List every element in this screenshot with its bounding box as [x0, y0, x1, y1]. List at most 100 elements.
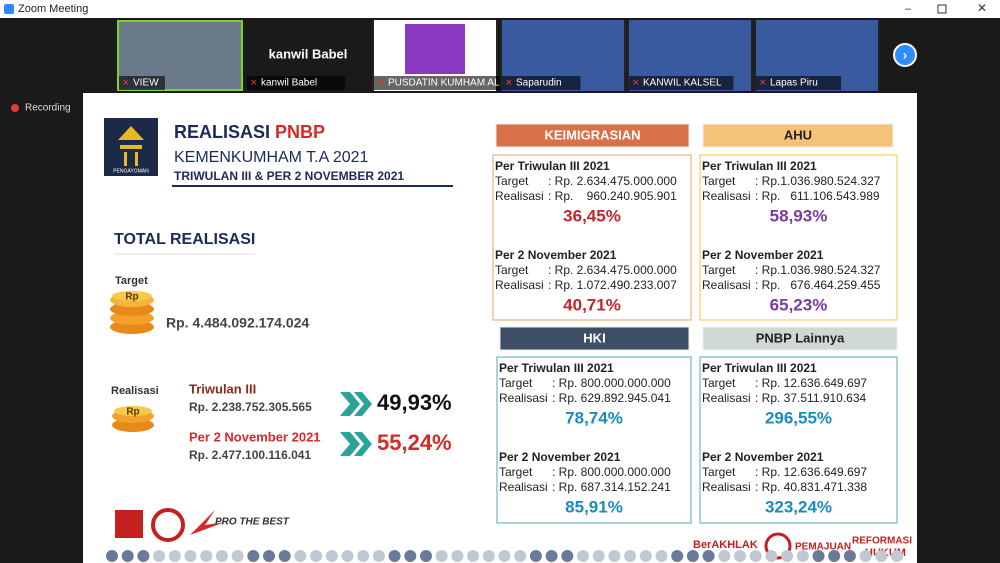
realisasi-value: : Rp. 687.314.152.241: [552, 480, 671, 494]
realisasi-value: : Rp. 960.240.905.901: [548, 189, 677, 203]
realisasi-value: : Rp. 611.106.543.989: [755, 189, 880, 203]
block-percent: 36,45%: [563, 206, 621, 225]
target-label: Target: [499, 376, 533, 390]
realisasi-label: Realisasi: [495, 189, 544, 203]
realisasi-value: : Rp. 1.072.490.233.007: [548, 278, 677, 292]
block-period: Per 2 November 2021: [499, 450, 621, 464]
target-label: Target: [702, 376, 736, 390]
slide-dot: [514, 550, 527, 562]
amount: Rp. 2.477.100.116.041: [189, 448, 311, 462]
slide-dot: [781, 550, 794, 562]
target-label: Target: [499, 465, 533, 479]
title-a: REALISASI: [174, 122, 270, 142]
realisasi-label: Realisasi: [499, 391, 548, 405]
slide-dot: [859, 550, 872, 562]
participant-name: Lapas Piru: [770, 78, 818, 89]
realisasi-value: : Rp. 40.831.471.338: [755, 480, 867, 494]
app-icon: [4, 4, 14, 14]
close[interactable]: ✕: [977, 1, 987, 15]
target-value: : Rp. 800.000.000.000: [552, 376, 671, 390]
slide-dot: [639, 550, 652, 562]
realisasi-label: Realisasi: [702, 391, 751, 405]
slide-dot: [263, 550, 275, 562]
footer-pro: PRO THE BEST: [215, 517, 290, 528]
name-plate: [247, 76, 345, 90]
participant-name: kanwil Babel: [261, 78, 317, 89]
footer-berakhlak: BerAKHLAK: [693, 539, 758, 551]
block-period: Per 2 November 2021: [702, 248, 824, 262]
profile-picture: [405, 24, 465, 74]
logo-emblem: [118, 126, 144, 166]
slide-dot: [121, 550, 134, 562]
total-heading: TOTAL REALISASI: [114, 231, 255, 248]
participant-name: Saparudin: [516, 78, 562, 89]
mic-muted: ✕: [122, 77, 130, 87]
slide-dot: [247, 550, 260, 562]
mic-muted: ✕: [505, 77, 513, 87]
target-label: Target: [702, 465, 736, 479]
maximize[interactable]: [937, 4, 947, 14]
slide-dot: [891, 550, 903, 562]
footer-logo: [151, 508, 185, 542]
slide-dot: [828, 550, 841, 562]
slide-dot: [875, 550, 888, 562]
window-title: Zoom Meeting: [18, 3, 88, 15]
slide-dot: [624, 550, 637, 562]
recording-label: Recording: [25, 103, 71, 114]
next-page[interactable]: [893, 43, 917, 67]
slide-dot: [482, 550, 495, 562]
slide-dot: [200, 550, 213, 562]
name-plate: [374, 76, 531, 90]
slide-dot: [529, 550, 542, 562]
realisasi-label: Realisasi: [495, 278, 544, 292]
block-percent: 40,71%: [563, 295, 621, 314]
slide-dot: [451, 550, 464, 562]
slide-dot: [498, 550, 511, 562]
panel-title: PNBP Lainnya: [756, 330, 845, 345]
percent: 55,24%: [377, 430, 452, 455]
percent: 49,93%: [377, 390, 452, 415]
coin-label: Rp: [126, 407, 139, 418]
footer-logo: [115, 510, 143, 538]
coin-label: Rp: [125, 292, 138, 303]
slide-dot: [435, 550, 448, 562]
chevrons: [340, 432, 372, 456]
block-percent: 323,24%: [765, 497, 832, 516]
slide-dot: [686, 550, 699, 562]
slide-dot: [734, 550, 746, 562]
target-value: : Rp. 12.636.649.697: [755, 376, 867, 390]
footer-logo: [190, 510, 225, 535]
slide-dot: [592, 550, 605, 562]
name-plate: [629, 76, 734, 90]
amount: Rp. 2.238.752.305.565: [189, 400, 312, 414]
slide-dot: [702, 550, 715, 562]
minimize[interactable]: –: [905, 3, 912, 15]
slide-dot: [561, 550, 574, 562]
slide-dot: [608, 550, 621, 562]
block-percent: 85,91%: [565, 497, 623, 516]
slide-dot: [467, 550, 480, 562]
panel-header: [702, 326, 898, 351]
coins-small: [112, 406, 154, 432]
slide-dot: [749, 550, 762, 562]
footer-reformasi: REFORMASI: [852, 536, 912, 547]
panel-title: HKI: [583, 330, 605, 345]
target-value: : Rp.1.036.980.524.327: [755, 174, 881, 188]
realisasi-value: : Rp. 37.511.910.634: [755, 391, 867, 405]
slide-dot: [325, 550, 338, 562]
panel-box: [699, 356, 898, 524]
block-period: Per 2 November 2021: [495, 248, 617, 262]
slide-dot: [215, 550, 228, 562]
period: Triwulan III: [189, 381, 256, 396]
block-period: Per Triwulan III 2021: [495, 159, 610, 173]
realisasi-label: Realisasi: [702, 278, 751, 292]
slide-dot: [184, 550, 197, 562]
target-label: Target: [115, 275, 148, 287]
subtitle2: TRIWULAN III & PER 2 NOVEMBER 2021: [174, 169, 404, 183]
block-period: Per Triwulan III 2021: [499, 361, 614, 375]
slide-dot: [168, 550, 181, 562]
realisasi-label: Realisasi: [702, 480, 751, 494]
recording-dot: [11, 104, 19, 112]
slide-dot: [294, 550, 307, 562]
block-percent: 65,23%: [770, 295, 828, 314]
